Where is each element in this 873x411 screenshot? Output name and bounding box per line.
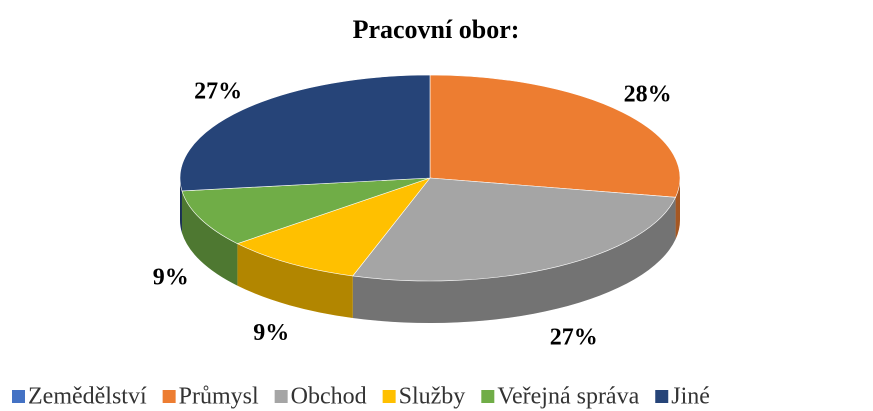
legend-label: Zemědělství bbox=[28, 384, 147, 410]
legend-label: Průmysl bbox=[179, 384, 259, 410]
legend-swatch bbox=[274, 390, 288, 403]
slice bbox=[352, 177, 677, 282]
data-label: 9% bbox=[253, 320, 289, 346]
side-shade bbox=[352, 197, 676, 324]
slice bbox=[236, 177, 431, 277]
legend-swatch bbox=[162, 390, 176, 403]
legend-swatch bbox=[655, 390, 669, 403]
legend-swatch bbox=[481, 390, 495, 403]
chart-title: Pracovní obor: bbox=[353, 15, 520, 44]
legend-label: Služby bbox=[399, 384, 466, 410]
slice-side bbox=[180, 178, 182, 233]
slice-side bbox=[352, 197, 676, 324]
slice bbox=[429, 74, 681, 198]
legend-label: Jiné bbox=[671, 384, 710, 410]
side-shade bbox=[237, 243, 353, 318]
legend-label: Veřejná správa bbox=[497, 384, 639, 410]
slice-side bbox=[237, 243, 353, 318]
slice bbox=[179, 74, 431, 192]
legend-swatch bbox=[382, 390, 396, 403]
legend-swatch bbox=[12, 390, 25, 403]
data-label: 28% bbox=[624, 81, 672, 107]
slice-side bbox=[675, 178, 680, 240]
legend-label: Obchod bbox=[291, 384, 367, 410]
slice bbox=[181, 177, 431, 244]
data-label: 9% bbox=[153, 265, 189, 291]
side-shade bbox=[675, 178, 680, 240]
data-label: 27% bbox=[194, 78, 242, 104]
side-shade bbox=[180, 178, 182, 233]
data-label: 27% bbox=[550, 324, 598, 350]
